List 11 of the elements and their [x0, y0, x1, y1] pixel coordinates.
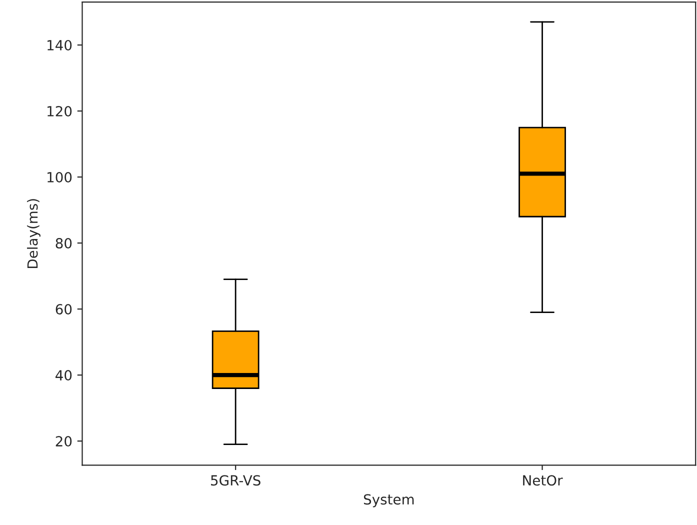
- y-axis-title: Delay(ms): [27, 199, 40, 268]
- x-axis-title: System: [364, 494, 414, 508]
- x-tick-label: NetOr: [523, 475, 563, 486]
- y-tick-label: 140: [48, 40, 72, 50]
- y-tick-label: 40: [56, 370, 72, 381]
- x-tick-label: 5GR-VS: [211, 475, 260, 486]
- y-tick-label: 20: [56, 436, 72, 447]
- y-tick-label: 100: [48, 172, 72, 182]
- y-tick-label: 120: [48, 106, 72, 116]
- y-tick-label: 80: [56, 238, 72, 249]
- y-tick-label: 60: [56, 304, 72, 315]
